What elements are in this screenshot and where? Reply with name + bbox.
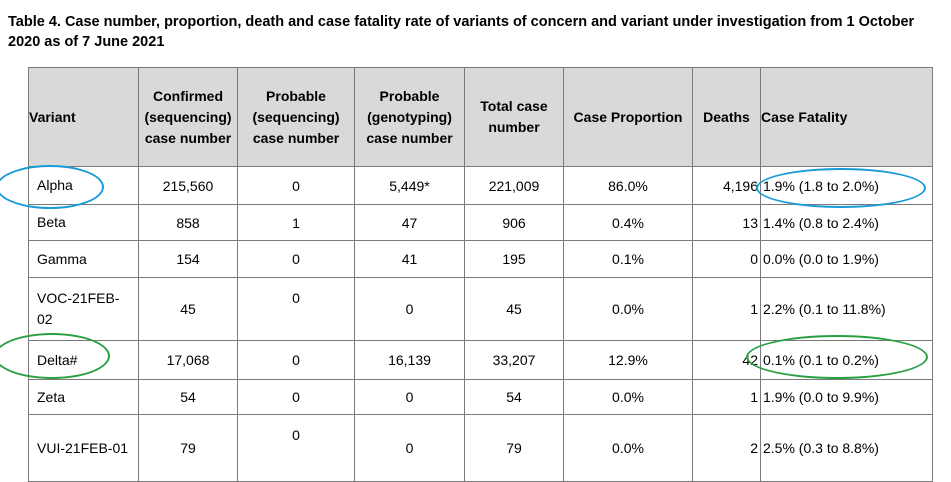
cell-proportion: 0.0%: [563, 277, 693, 341]
cell-confirmed: 54: [138, 379, 238, 415]
cell-deaths: 1: [692, 379, 761, 415]
cell-case-fatality: 2.2% (0.1 to 11.8%): [760, 277, 933, 341]
cell-deaths: 0: [692, 240, 761, 278]
cell-total: 906: [464, 204, 564, 241]
header-total: Total case number: [464, 67, 564, 167]
cell-confirmed: 858: [138, 204, 238, 241]
cell-case-fatality: 2.5% (0.3 to 8.8%): [760, 414, 933, 482]
cell-probable-sequencing: 1: [237, 204, 355, 241]
alpha-fatality-highlight-ellipse: [756, 168, 926, 208]
cell-deaths: 1: [692, 277, 761, 341]
cell-proportion: 0.0%: [563, 414, 693, 482]
table-title: Table 4. Case number, proportion, death …: [8, 14, 915, 50]
variants-table: Variant Confirmed (sequencing) case numb…: [28, 67, 933, 482]
cell-confirmed: 154: [138, 240, 238, 278]
cell-variant: VUI-21FEB-01: [28, 414, 139, 482]
cell-confirmed: 215,560: [138, 166, 238, 205]
header-variant: Variant: [28, 67, 139, 167]
cell-proportion: 86.0%: [563, 166, 693, 205]
cell-proportion: 0.1%: [563, 240, 693, 278]
cell-probable-genotyping: 5,449*: [354, 166, 465, 205]
cell-probable-sequencing: 0: [237, 379, 355, 415]
delta-fatality-highlight-ellipse: [746, 335, 928, 379]
cell-proportion: 0.4%: [563, 204, 693, 241]
header-confirmed: Confirmed (sequencing) case number: [138, 67, 238, 167]
header-case-fatality: Case Fatality: [760, 67, 933, 167]
cell-variant: VOC-21FEB-02: [28, 277, 139, 341]
table-row: Gamma 154 0 41 195 0.1% 0 0.0% (0.0 to 1…: [28, 240, 933, 278]
header-probable-genotyping: Probable (genotyping) case number: [354, 67, 465, 167]
header-probable-sequencing: Probable (sequencing) case number: [237, 67, 355, 167]
cell-probable-genotyping: 41: [354, 240, 465, 278]
cell-variant: Zeta: [28, 379, 139, 415]
cell-probable-sequencing: 0: [237, 340, 355, 380]
delta-variant-highlight-ellipse: [0, 333, 110, 379]
cell-total: 221,009: [464, 166, 564, 205]
cell-probable-genotyping: 0: [354, 379, 465, 415]
header-row: Variant Confirmed (sequencing) case numb…: [28, 67, 933, 167]
cell-probable-sequencing: 0: [237, 414, 355, 482]
cell-probable-genotyping: 47: [354, 204, 465, 241]
cell-variant: Gamma: [28, 240, 139, 278]
cell-probable-sequencing: 0: [237, 240, 355, 278]
cell-total: 79: [464, 414, 564, 482]
cell-probable-genotyping: 16,139: [354, 340, 465, 380]
cell-deaths: 4,196: [692, 166, 761, 205]
cell-confirmed: 79: [138, 414, 238, 482]
cell-total: 33,207: [464, 340, 564, 380]
table-row: Beta 858 1 47 906 0.4% 13 1.4% (0.8 to 2…: [28, 204, 933, 241]
cell-deaths: 2: [692, 414, 761, 482]
cell-probable-genotyping: 0: [354, 277, 465, 341]
cell-total: 195: [464, 240, 564, 278]
header-proportion: Case Proportion: [563, 67, 693, 167]
cell-confirmed: 17,068: [138, 340, 238, 380]
cell-deaths: 13: [692, 204, 761, 241]
cell-case-fatality: 0.0% (0.0 to 1.9%): [760, 240, 933, 278]
cell-total: 45: [464, 277, 564, 341]
cell-case-fatality: 1.9% (0.0 to 9.9%): [760, 379, 933, 415]
header-deaths: Deaths: [692, 67, 761, 167]
table-row: Zeta 54 0 0 54 0.0% 1 1.9% (0.0 to 9.9%): [28, 379, 933, 415]
cell-probable-genotyping: 0: [354, 414, 465, 482]
cell-proportion: 12.9%: [563, 340, 693, 380]
cell-probable-sequencing: 0: [237, 166, 355, 205]
cell-probable-sequencing: 0: [237, 277, 355, 341]
alpha-variant-highlight-ellipse: [0, 165, 104, 209]
variants-table-container: Variant Confirmed (sequencing) case numb…: [28, 67, 933, 482]
table-row: VOC-21FEB-02 45 0 0 45 0.0% 1 2.2% (0.1 …: [28, 277, 933, 341]
table-row: VUI-21FEB-01 79 0 0 79 0.0% 2 2.5% (0.3 …: [28, 414, 933, 482]
cell-case-fatality: 1.4% (0.8 to 2.4%): [760, 204, 933, 241]
cell-confirmed: 45: [138, 277, 238, 341]
cell-proportion: 0.0%: [563, 379, 693, 415]
cell-variant: Beta: [28, 204, 139, 241]
cell-total: 54: [464, 379, 564, 415]
